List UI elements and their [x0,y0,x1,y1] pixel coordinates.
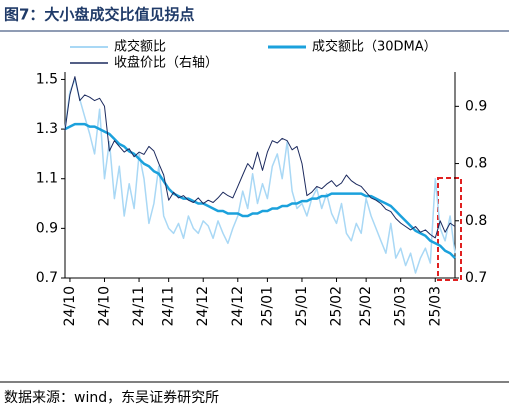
y-tick-label: 1.1 [36,171,58,187]
x-tick-label: 24/10 [62,286,78,326]
x-tick-label: 24/11 [161,286,177,326]
series-line [64,78,456,274]
legend-label: 成交额比 [114,39,166,55]
series-line [64,76,456,239]
x-tick-label: 24/12 [195,286,211,326]
highlight-box [437,177,462,281]
x-tick-label: 25/01 [259,286,275,326]
x-tick-label: 24/11 [131,286,147,326]
y-tick-label: 0.7 [36,270,58,286]
legend-label: 成交额比（30DMA） [312,39,437,55]
y-tick-label: 0.9 [36,220,58,236]
y2-tick-label: 0.9 [465,98,487,114]
y-tick-label: 1.3 [36,121,58,137]
series-line [64,122,456,259]
chart-title: 图7：大小盘成交比值见拐点 [4,6,194,24]
x-tick-label: 25/03 [427,286,443,326]
y2-tick-label: 0.8 [465,156,487,172]
x-tick-label: 24/10 [96,286,112,326]
source: 数据来源：wind，东吴证券研究所 [4,390,219,406]
x-tick-label: 25/01 [294,286,310,326]
x-tick-label: 25/02 [329,286,345,326]
x-tick-label: 24/12 [230,286,246,326]
y2-tick-label: 0.7 [465,270,487,286]
legend-label: 收盘价比（右轴） [114,55,218,71]
x-tick-label: 25/03 [393,286,409,326]
y-tick-label: 1.5 [36,71,58,87]
y2-tick-label: 0.8 [465,213,487,229]
x-tick-label: 25/02 [358,286,374,326]
